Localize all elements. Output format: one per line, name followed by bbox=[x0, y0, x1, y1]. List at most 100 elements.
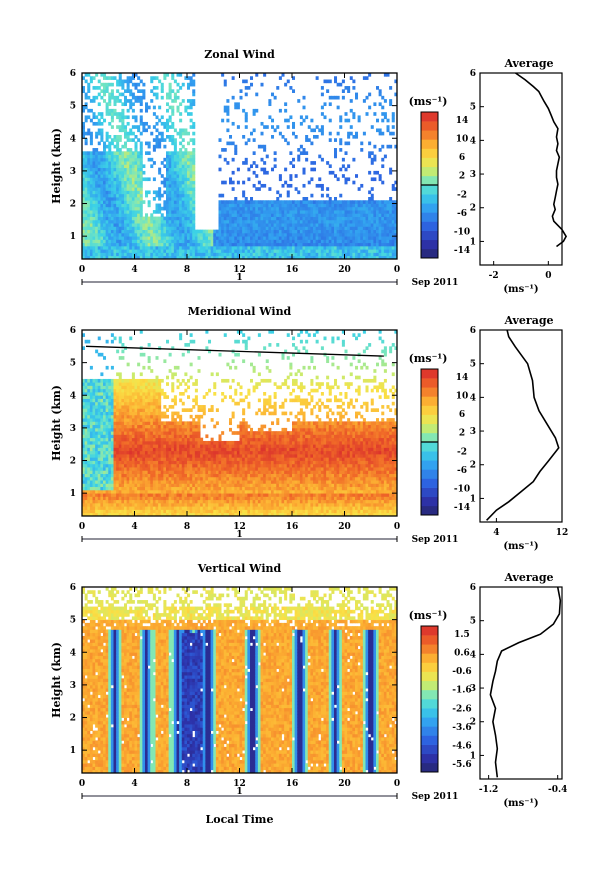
heatmap-cell bbox=[286, 190, 290, 195]
heatmap-cell bbox=[320, 229, 324, 234]
heatmap-cell bbox=[276, 239, 280, 244]
heatmap-cell bbox=[116, 148, 120, 152]
heatmap-cell bbox=[139, 203, 143, 208]
heatmap-cell bbox=[297, 249, 301, 253]
heatmap-cell bbox=[176, 161, 180, 165]
heatmap-cell bbox=[110, 203, 114, 208]
heatmap-cell bbox=[310, 216, 314, 221]
heatmap-cell bbox=[118, 200, 122, 204]
y-tick-label: 1 bbox=[70, 232, 76, 242]
heatmap-cell bbox=[92, 206, 96, 211]
heatmap-cell bbox=[142, 200, 146, 204]
heatmap-cell bbox=[179, 157, 183, 162]
heatmap-cell bbox=[105, 483, 109, 488]
heatmap-cell bbox=[131, 405, 135, 409]
heatmap-cell bbox=[100, 232, 104, 237]
heatmap-cell bbox=[113, 506, 117, 510]
heatmap-cell bbox=[108, 252, 112, 257]
heatmap-cell bbox=[181, 138, 185, 142]
heatmap-cell bbox=[84, 232, 88, 237]
heatmap-cell bbox=[118, 138, 122, 142]
heatmap-cell bbox=[121, 434, 125, 439]
heatmap-cell bbox=[158, 414, 162, 419]
heatmap-cell bbox=[368, 151, 372, 155]
heatmap-cell bbox=[134, 414, 138, 419]
heatmap-cell bbox=[192, 164, 196, 169]
heatmap-cell bbox=[110, 414, 114, 419]
heatmap-cell bbox=[89, 190, 93, 195]
heatmap-cell bbox=[145, 382, 149, 386]
heatmap-cell bbox=[113, 216, 117, 221]
heatmap-cell bbox=[103, 506, 107, 510]
heatmap-cell bbox=[116, 161, 120, 165]
heatmap-cell bbox=[347, 200, 351, 204]
heatmap-cell bbox=[139, 392, 143, 396]
avg-x-tick-label: 0 bbox=[545, 271, 551, 281]
heatmap-cell bbox=[229, 242, 233, 247]
heatmap-cell bbox=[320, 86, 324, 90]
heatmap-cell bbox=[184, 190, 188, 195]
heatmap-cell bbox=[118, 180, 122, 185]
heatmap-cell bbox=[131, 164, 135, 169]
heatmap-cell bbox=[105, 457, 109, 461]
heatmap-cell bbox=[286, 252, 290, 257]
heatmap-cell bbox=[145, 252, 149, 257]
heatmap-cell bbox=[234, 216, 238, 221]
heatmap-cell bbox=[370, 161, 374, 165]
heatmap-cell bbox=[145, 460, 149, 465]
heatmap-cell bbox=[247, 210, 251, 214]
heatmap-cell bbox=[134, 99, 138, 103]
heatmap-cell bbox=[383, 249, 387, 253]
heatmap-cell bbox=[239, 255, 243, 260]
heatmap-cell bbox=[152, 411, 156, 416]
heatmap-cell bbox=[318, 239, 322, 244]
heatmap-cell bbox=[289, 216, 293, 221]
heatmap-cell bbox=[255, 174, 259, 178]
heatmap-cell bbox=[158, 509, 162, 514]
heatmap-cell bbox=[100, 157, 104, 162]
heatmap-cell bbox=[315, 242, 319, 247]
heatmap-cell bbox=[95, 414, 99, 419]
heatmap-cell bbox=[116, 115, 120, 120]
heatmap-cell bbox=[95, 450, 99, 455]
heatmap-cell bbox=[278, 131, 282, 136]
heatmap-cell bbox=[383, 213, 387, 217]
heatmap-cell bbox=[113, 161, 117, 165]
heatmap-cell bbox=[310, 141, 314, 146]
heatmap-cell bbox=[252, 239, 256, 244]
heatmap-cell bbox=[160, 486, 164, 491]
heatmap-cell bbox=[242, 255, 246, 260]
heatmap-cell bbox=[89, 385, 93, 390]
heatmap-cell bbox=[315, 232, 319, 237]
heatmap-cell bbox=[121, 450, 125, 455]
heatmap-cell bbox=[284, 118, 288, 123]
heatmap-cell bbox=[110, 167, 114, 172]
heatmap-cell bbox=[360, 203, 364, 208]
heatmap-cell bbox=[260, 242, 264, 247]
heatmap-cell bbox=[129, 200, 133, 204]
heatmap-cell bbox=[82, 121, 86, 126]
heatmap-cell bbox=[142, 170, 146, 175]
heatmap-cell bbox=[134, 118, 138, 123]
heatmap-cell bbox=[105, 339, 109, 344]
heatmap-cell bbox=[134, 161, 138, 165]
heatmap-cell bbox=[378, 232, 382, 237]
heatmap-cell bbox=[92, 427, 96, 432]
heatmap-cell bbox=[171, 385, 175, 390]
heatmap-cell bbox=[326, 161, 330, 165]
heatmap-cell bbox=[263, 232, 267, 237]
heatmap-cell bbox=[168, 154, 172, 159]
heatmap-cell bbox=[110, 506, 114, 510]
heatmap-cell bbox=[97, 154, 101, 159]
heatmap-cell bbox=[139, 213, 143, 217]
heatmap-cell bbox=[166, 252, 170, 257]
heatmap-cell bbox=[305, 242, 309, 247]
heatmap-cell bbox=[134, 454, 138, 458]
heatmap-cell bbox=[236, 245, 240, 250]
heatmap-cell bbox=[126, 154, 130, 159]
heatmap-cell bbox=[226, 226, 230, 231]
heatmap-cell bbox=[323, 115, 327, 120]
heatmap-cell bbox=[160, 95, 164, 100]
heatmap-cell bbox=[307, 232, 311, 237]
heatmap-cell bbox=[113, 200, 117, 204]
